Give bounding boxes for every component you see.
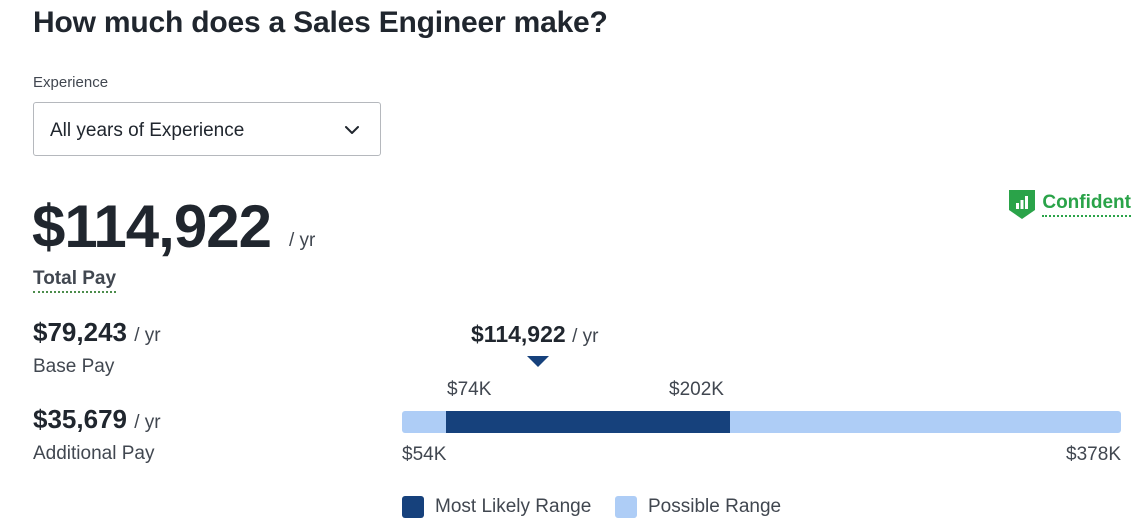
legend-label-likely: Most Likely Range (435, 496, 592, 517)
legend-item-likely: Most Likely Range (402, 496, 591, 518)
total-pay-unit: / yr (289, 230, 316, 251)
legend-swatch-possible (615, 496, 637, 518)
experience-select[interactable]: All years of Experience (33, 102, 381, 156)
range-marker-arrow (527, 356, 549, 367)
bar-chart-shield-icon (1009, 190, 1036, 219)
base-pay-amount: $79,243 / yr (33, 317, 161, 348)
likely-high-label: $202K (669, 379, 724, 400)
experience-label: Experience (33, 74, 109, 91)
range-marker-value: $114,922 / yr (471, 321, 598, 348)
additional-pay-unit: / yr (134, 412, 161, 433)
total-pay-amount: $114,922 (32, 193, 272, 260)
likely-low-label: $74K (447, 379, 492, 400)
chevron-down-icon (345, 126, 359, 134)
legend-item-possible: Possible Range (615, 496, 781, 518)
likely-range-bar (446, 411, 731, 433)
possible-range-bar (402, 411, 1121, 433)
legend-label-possible: Possible Range (648, 496, 782, 517)
base-pay-label: Base Pay (33, 356, 115, 377)
total-pay-label[interactable]: Total Pay (33, 268, 117, 293)
additional-pay-label: Additional Pay (33, 443, 155, 464)
confidence-badge[interactable]: Confident (1008, 188, 1131, 220)
range-marker-unit: / yr (572, 326, 599, 347)
base-pay-unit: / yr (134, 325, 161, 346)
range-min-label: $54K (402, 444, 447, 465)
range-max-label: $378K (1066, 444, 1121, 465)
additional-pay-amount: $35,679 / yr (33, 404, 161, 435)
additional-pay-value: $35,679 (33, 404, 127, 434)
legend-swatch-likely (402, 496, 424, 518)
experience-select-value: All years of Experience (50, 120, 245, 141)
base-pay-value: $79,243 (33, 317, 127, 347)
page-title: How much does a Sales Engineer make? (33, 6, 608, 39)
confidence-label: Confident (1042, 192, 1131, 217)
range-marker-amount: $114,922 (471, 321, 566, 347)
